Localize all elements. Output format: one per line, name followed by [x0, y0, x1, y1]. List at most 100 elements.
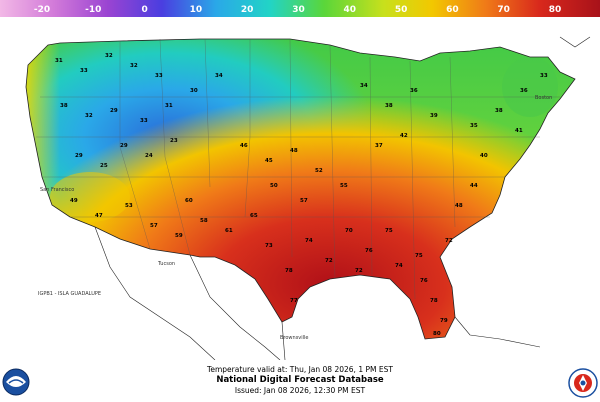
temperature-value: 72 — [355, 268, 363, 274]
colorbar-tick-label: 20 — [241, 5, 254, 15]
temperature-value: 49 — [70, 198, 78, 204]
temperature-value: 36 — [520, 88, 528, 94]
temperature-value: 31 — [55, 58, 63, 64]
temperature-value: 50 — [270, 183, 278, 189]
temperature-value: 78 — [285, 268, 293, 274]
label-san-francisco: San Francisco — [40, 187, 74, 193]
temperature-value: 48 — [290, 148, 298, 154]
temperature-value: 45 — [265, 158, 273, 164]
colorbar-tick-label: 10 — [190, 5, 203, 15]
temperature-value: 78 — [430, 298, 438, 304]
footer-title: National Digital Forecast Database — [216, 375, 384, 385]
temperature-value: 57 — [150, 223, 158, 229]
temperature-value: 29 — [110, 108, 118, 114]
colorbar-tick-label: 0 — [141, 5, 147, 15]
temperature-value: 25 — [100, 163, 108, 169]
map-svg: IGPB1 - ISLA GUADALUPE San Francisco Tuc… — [0, 17, 600, 360]
temperature-colorbar: -20 -10 0 10 20 30 40 50 60 70 80 — [0, 0, 600, 17]
temperature-value: 74 — [305, 238, 313, 244]
temperature-value: 38 — [60, 103, 68, 109]
temp-plains: 46 45 48 52 55 50 57 — [240, 143, 348, 204]
colorbar-tick-label: -10 — [85, 5, 101, 15]
temperature-value: 24 — [145, 153, 153, 159]
issued-time: Issued: Jan 08 2026, 12:30 PM EST — [234, 386, 366, 395]
neighbor-outlines — [94, 36, 591, 360]
temperature-value: 61 — [225, 228, 233, 234]
temperature-value: 34 — [215, 73, 223, 79]
label-tucson: Tucson — [157, 261, 175, 267]
colorbar-tick-label: 50 — [395, 5, 408, 15]
temperature-value: 29 — [120, 143, 128, 149]
temp-southwest: 49 47 53 57 59 58 61 65 60 — [70, 198, 258, 239]
temperature-value: 75 — [415, 253, 423, 259]
temperature-value: 32 — [130, 63, 138, 69]
temperature-value: 36 — [410, 88, 418, 94]
temperature-value: 59 — [175, 233, 183, 239]
temperature-value: 37 — [375, 143, 383, 149]
valid-time: Temperature valid at: Thu, Jan 08 2026, … — [207, 365, 393, 374]
colorbar-tick-label: 30 — [292, 5, 305, 15]
temperature-value: 76 — [420, 278, 428, 284]
label-guadalupe: IGPB1 - ISLA GUADALUPE — [38, 291, 101, 297]
temperature-value: 74 — [395, 263, 403, 269]
temperature-value: 55 — [340, 183, 348, 189]
temperature-value: 38 — [495, 108, 503, 114]
colorbar-tick-label: -20 — [34, 5, 50, 15]
noaa-logo-icon — [2, 368, 30, 396]
temperature-map: IGPB1 - ISLA GUADALUPE San Francisco Tuc… — [0, 17, 600, 360]
temperature-value: 47 — [95, 213, 103, 219]
temperature-value: 65 — [250, 213, 258, 219]
temperature-value: 48 — [455, 203, 463, 209]
label-boston: Boston — [535, 95, 552, 101]
noaa-logo — [2, 368, 30, 396]
temperature-value: 77 — [290, 298, 298, 304]
temperature-value: 23 — [170, 138, 178, 144]
temperature-value: 33 — [540, 73, 548, 79]
temperature-value: 42 — [400, 133, 408, 139]
temperature-value: 32 — [105, 53, 113, 59]
map-footer: Temperature valid at: Thu, Jan 08 2026, … — [0, 362, 600, 400]
temperature-value: 60 — [185, 198, 193, 204]
temperature-value: 57 — [300, 198, 308, 204]
temperature-value: 29 — [75, 153, 83, 159]
temperature-value: 44 — [470, 183, 478, 189]
colorbar-tick-label: 40 — [344, 5, 357, 15]
label-brownsville: Brownsville — [280, 335, 309, 341]
temperature-value: 30 — [190, 88, 198, 94]
temperature-value: 58 — [200, 218, 208, 224]
temperature-value: 52 — [315, 168, 323, 174]
temp-west: 31 33 32 32 33 38 32 29 33 31 30 29 24 2… — [55, 53, 223, 169]
temperature-value: 33 — [155, 73, 163, 79]
temperature-value: 53 — [125, 203, 133, 209]
temperature-value: 72 — [325, 258, 333, 264]
temperature-value: 70 — [345, 228, 353, 234]
temperature-value: 40 — [480, 153, 488, 159]
temperature-value: 34 — [360, 83, 368, 89]
temperature-value: 41 — [515, 128, 523, 134]
nws-logo-icon — [568, 368, 598, 398]
temperature-value: 76 — [365, 248, 373, 254]
temperature-value: 80 — [433, 331, 441, 337]
temp-great-lakes: 34 38 36 39 42 37 — [360, 83, 438, 149]
colorbar-gradient — [0, 0, 600, 17]
temperature-value: 46 — [240, 143, 248, 149]
temp-southeast: 78 76 79 80 75 72 — [415, 238, 453, 337]
temp-south: 73 78 74 72 70 76 75 72 77 74 — [265, 228, 403, 304]
temperature-value: 39 — [430, 113, 438, 119]
temperature-value: 72 — [445, 238, 453, 244]
nws-logo — [568, 368, 598, 398]
state-boundaries — [36, 38, 560, 300]
temperature-value: 38 — [385, 103, 393, 109]
temperature-value: 79 — [440, 318, 448, 324]
temperature-value: 75 — [385, 228, 393, 234]
temperature-value: 73 — [265, 243, 273, 249]
colorbar-svg: -20 -10 0 10 20 30 40 50 60 70 80 — [0, 0, 600, 17]
temperature-value: 33 — [140, 118, 148, 124]
temperature-value: 33 — [80, 68, 88, 74]
temperature-value: 32 — [85, 113, 93, 119]
temperature-value: 31 — [165, 103, 173, 109]
colorbar-tick-label: 70 — [497, 5, 510, 15]
temperature-value: 35 — [470, 123, 478, 129]
colorbar-tick-label: 80 — [549, 5, 562, 15]
colorbar-tick-label: 60 — [446, 5, 459, 15]
